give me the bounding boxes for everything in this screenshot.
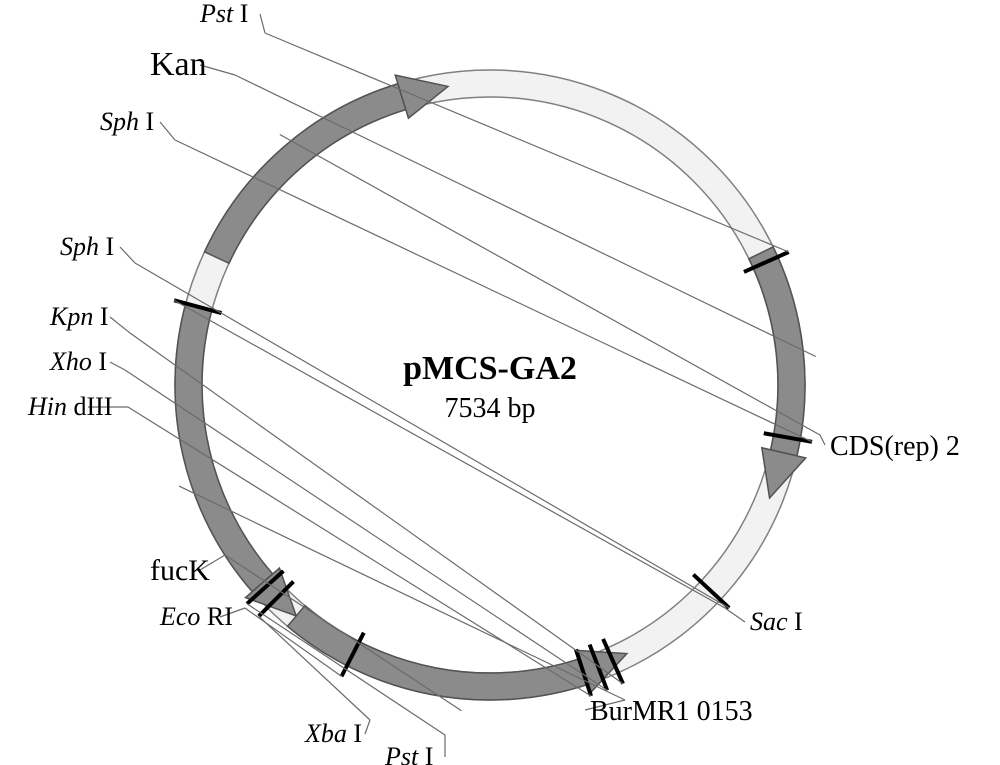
feature-label-cds_rep: CDS(rep) 2 xyxy=(830,431,960,462)
site-label-sph1_b: Sph I xyxy=(60,232,114,261)
site-label-hind3: Hin dIII xyxy=(27,392,112,421)
feature-label-kan: Kan xyxy=(150,46,207,83)
site-label-pst1_top: Pst I xyxy=(199,0,248,28)
feature-label-fuck: fucK xyxy=(150,554,210,587)
site-label-sac1: Sac I xyxy=(750,607,803,636)
site-label-pst1_bot: Pst I xyxy=(384,742,433,765)
plasmid-size: 7534 bp xyxy=(445,393,536,424)
feature-label-bur: BurMR1 0153 xyxy=(590,696,753,727)
site-label-xba1: Xba I xyxy=(304,719,362,748)
plasmid-map: Pst I Sph I Sph I Kpn I Xho I Hin dIII Eco RI X… xyxy=(0,0,1000,765)
site-label-kpn1: Kpn I xyxy=(49,302,109,331)
site-label-ecori: Eco RI xyxy=(159,602,233,631)
site-label-xho1: Xho I xyxy=(49,347,107,376)
site-label-sph1_a: Sph I xyxy=(100,107,154,136)
plasmid-name: pMCS-GA2 xyxy=(403,350,577,387)
